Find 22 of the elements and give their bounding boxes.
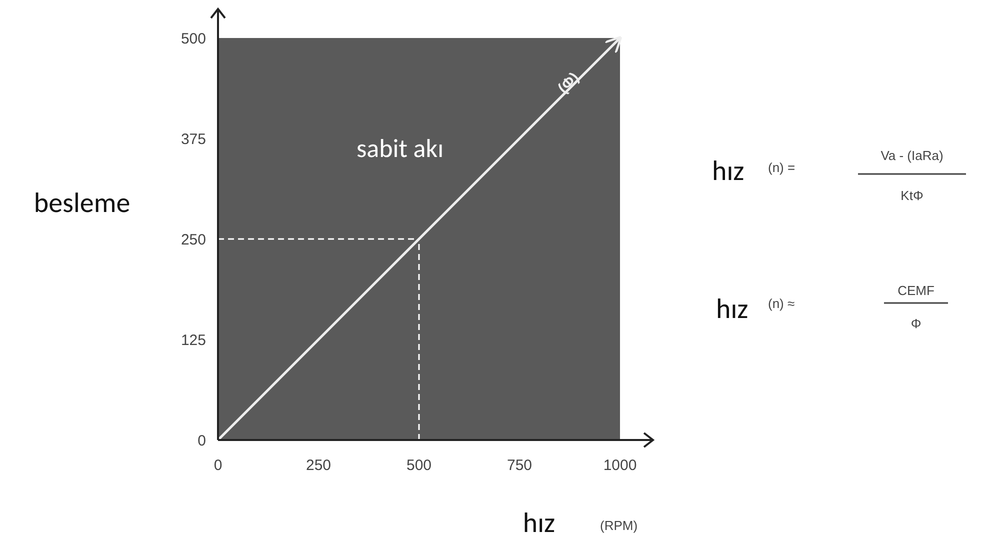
text: KtΦ [900, 188, 924, 203]
y-axis-title: besleme [34, 185, 130, 220]
text: CEMF [898, 283, 934, 298]
y-tick-label: 250 [180, 231, 206, 248]
x-tick-label: 500 [406, 457, 432, 474]
x-tick-label: 0 [214, 457, 222, 474]
text: (n) ≈ [768, 296, 795, 311]
y-tick-label: 500 [180, 30, 206, 48]
y-tick-label: 0 [198, 432, 206, 450]
y-tick-label: 125 [180, 332, 206, 349]
x-tick-label: 250 [306, 457, 332, 474]
x-tick-label: 1000 [603, 457, 637, 474]
x-axis-title: hız [522, 505, 556, 538]
x-tick-label: 750 [506, 457, 532, 474]
text: Φ [910, 316, 922, 331]
text: Va - (IaRa) [880, 148, 944, 163]
text: hız [712, 153, 744, 188]
annotation: sabit akı [356, 132, 444, 164]
y-tick-label: 375 [180, 130, 206, 148]
text: (n) = [768, 160, 796, 175]
text: hız [716, 291, 748, 326]
text: (RPM) [600, 518, 638, 533]
